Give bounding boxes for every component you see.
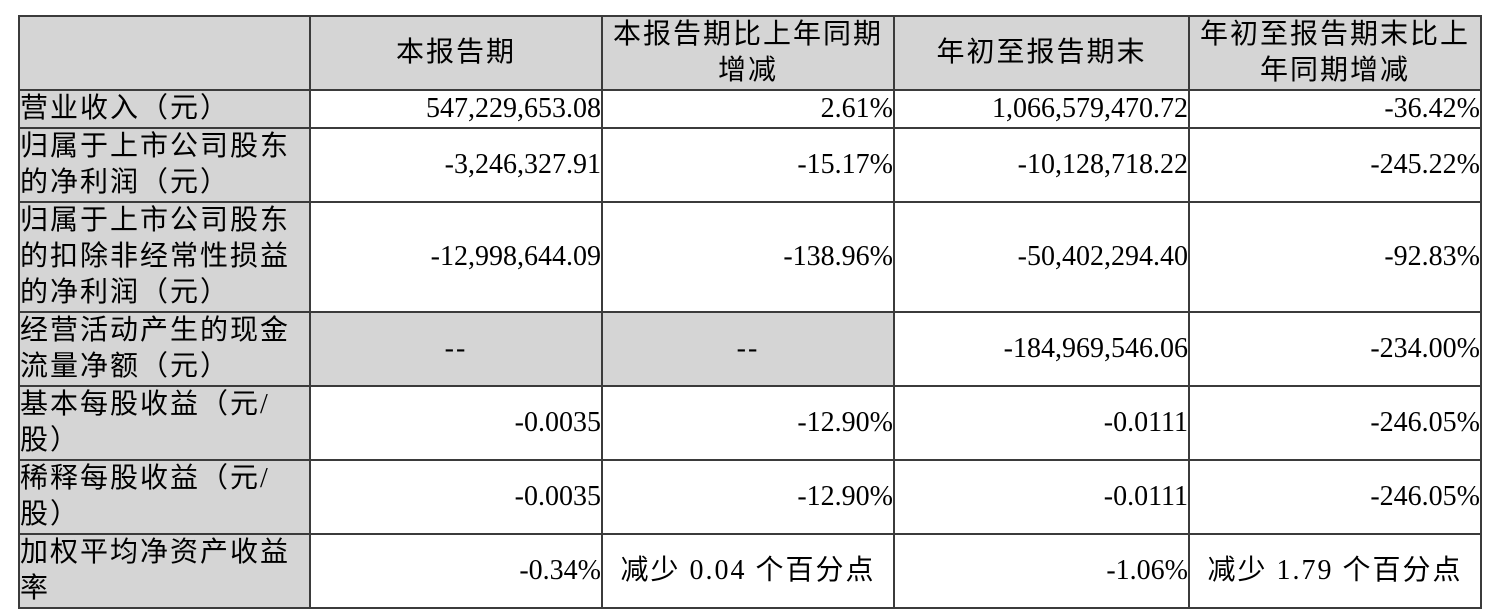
value-cell: 1,066,579,470.72: [893, 89, 1190, 129]
value-cell-change-description: 减少 1.79 个百分点: [1188, 533, 1482, 609]
table-row-weighted-avg-roe: 加权平均净资产收益率 -0.34% 减少 0.04 个百分点 -1.06% 减少…: [18, 533, 1482, 609]
value-cell: -12,998,644.09: [309, 201, 603, 313]
table-row-operating-cash-flow: 经营活动产生的现金流量净额（元） -- -- -184,969,546.06 -…: [18, 311, 1482, 387]
value-cell: -0.0111: [893, 385, 1190, 461]
value-cell: -92.83%: [1188, 201, 1482, 313]
row-label-revenue: 营业收入（元）: [18, 89, 311, 129]
value-cell: -1.06%: [893, 533, 1190, 609]
value-cell: -10,128,718.22: [893, 127, 1190, 203]
table-row-revenue: 营业收入（元） 547,229,653.08 2.61% 1,066,579,4…: [18, 89, 1482, 129]
header-cell-year-to-date-yoy-change: 年初至报告期末比上年同期增减: [1188, 15, 1482, 91]
value-cell: -36.42%: [1188, 89, 1482, 129]
row-label-weighted-avg-roe: 加权平均净资产收益率: [18, 533, 311, 609]
value-cell: -3,246,327.91: [309, 127, 603, 203]
value-cell-not-applicable: --: [309, 311, 603, 387]
value-cell: -184,969,546.06: [893, 311, 1190, 387]
value-cell: -0.0035: [309, 385, 603, 461]
value-cell-not-applicable: --: [601, 311, 895, 387]
header-row: 本报告期 本报告期比上年同期增减 年初至报告期末 年初至报告期末比上年同期增减: [18, 15, 1482, 91]
table-row-net-profit-excl-non-recurring: 归属于上市公司股东的扣除非经常性损益的净利润（元） -12,998,644.09…: [18, 201, 1482, 313]
value-cell: -246.05%: [1188, 459, 1482, 535]
value-cell: 547,229,653.08: [309, 89, 603, 129]
value-cell: -234.00%: [1188, 311, 1482, 387]
value-cell: -138.96%: [601, 201, 895, 313]
table-row-net-profit: 归属于上市公司股东的净利润（元） -3,246,327.91 -15.17% -…: [18, 127, 1482, 203]
row-label-net-profit-excl-non-recurring: 归属于上市公司股东的扣除非经常性损益的净利润（元）: [18, 201, 311, 313]
value-cell-change-description: 减少 0.04 个百分点: [601, 533, 895, 609]
table-row-basic-eps: 基本每股收益（元/股） -0.0035 -12.90% -0.0111 -246…: [18, 385, 1482, 461]
header-cell-current-period-yoy-change: 本报告期比上年同期增减: [601, 15, 895, 91]
row-label-basic-eps: 基本每股收益（元/股）: [18, 385, 311, 461]
value-cell: -12.90%: [601, 459, 895, 535]
value-cell: -50,402,294.40: [893, 201, 1190, 313]
value-cell: -0.0035: [309, 459, 603, 535]
value-cell: -246.05%: [1188, 385, 1482, 461]
value-cell: -0.34%: [309, 533, 603, 609]
value-cell: -245.22%: [1188, 127, 1482, 203]
row-label-operating-cash-flow: 经营活动产生的现金流量净额（元）: [18, 311, 311, 387]
value-cell: -15.17%: [601, 127, 895, 203]
header-cell-year-to-date: 年初至报告期末: [893, 15, 1190, 91]
header-cell-current-period: 本报告期: [309, 15, 603, 91]
financial-summary-table: 本报告期 本报告期比上年同期增减 年初至报告期末 年初至报告期末比上年同期增减 …: [18, 15, 1482, 609]
value-cell: -12.90%: [601, 385, 895, 461]
table-row-diluted-eps: 稀释每股收益（元/股） -0.0035 -12.90% -0.0111 -246…: [18, 459, 1482, 535]
value-cell: -0.0111: [893, 459, 1190, 535]
row-label-net-profit: 归属于上市公司股东的净利润（元）: [18, 127, 311, 203]
financial-summary-table-container: 本报告期 本报告期比上年同期增减 年初至报告期末 年初至报告期末比上年同期增减 …: [18, 15, 1482, 609]
header-cell-empty: [18, 15, 311, 91]
row-label-diluted-eps: 稀释每股收益（元/股）: [18, 459, 311, 535]
value-cell: 2.61%: [601, 89, 895, 129]
